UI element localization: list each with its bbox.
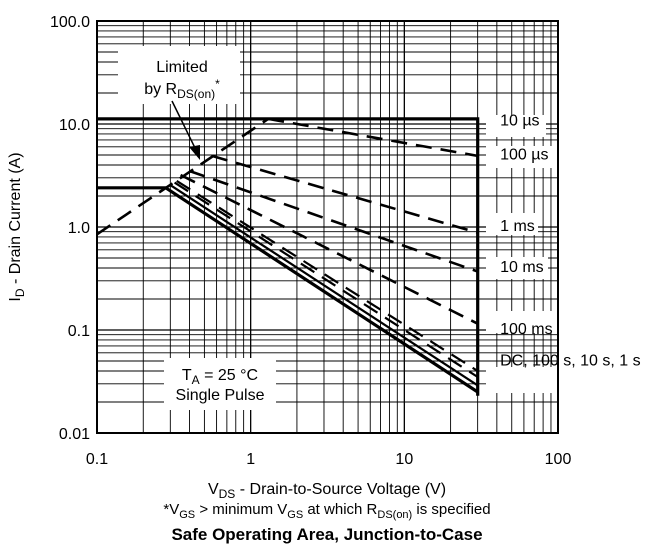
series-label: DC, 100 s, 10 s, 1 s [500, 352, 641, 369]
limited-arrow-shaft [171, 100, 197, 151]
x-tick-label: 100 [545, 451, 572, 468]
y-tick-label: 10.0 [59, 117, 90, 134]
chart-title: Safe Operating Area, Junction-to-Case [171, 525, 482, 544]
series-label: 10 ms [500, 259, 544, 276]
label-bg-100ms [486, 311, 558, 333]
x-axis-title: VDS - Drain-to-Source Voltage (V) [208, 481, 446, 501]
series-label: 100 µs [500, 146, 548, 163]
label-bg-1ms [486, 213, 538, 235]
limited-arrow-head [189, 145, 200, 160]
plot-frame [96, 20, 559, 434]
label-bg-10us [486, 115, 546, 137]
y-axis-title: ID - Drain Current (A) [7, 152, 27, 301]
label-bg-100us [486, 146, 558, 168]
y-tick-label: 0.01 [59, 426, 90, 443]
x-tick-label: 0.1 [86, 451, 108, 468]
series-line-5 [180, 173, 479, 325]
limited-label-line2: by RDS(on)* [144, 77, 220, 101]
limited-label-line1: Limited [156, 59, 208, 76]
single-pulse-label: Single Pulse [176, 387, 265, 404]
series-label: 10 µs [500, 113, 539, 130]
series-labels: 10 µs 100 µs 1 ms 10 ms 100 ms DC, 100 s, 10 … [500, 113, 641, 370]
label-bg-dc [486, 367, 648, 393]
series-line-4 [189, 169, 479, 273]
series-line-7 [174, 181, 479, 378]
ta-label: TA = 25 °C [182, 367, 258, 387]
series-line-2 [267, 117, 478, 158]
tick-labels: 0.1 1 10 100 0.01 0.1 1.0 10.0 100.0 [50, 14, 571, 468]
limited-annotation-bg [118, 46, 240, 104]
x-tick-label: 10 [395, 451, 413, 468]
y-tick-label: 1.0 [68, 220, 90, 237]
y-tick-label: 0.1 [68, 323, 90, 340]
x-tick-label: 1 [246, 451, 255, 468]
y-tick-label: 100.0 [50, 14, 90, 31]
label-backgrounds [118, 46, 648, 410]
series-label: 100 ms [500, 321, 552, 338]
series-line-9 [97, 186, 479, 394]
series-line-6 [176, 179, 479, 372]
ta-annotation-bg [164, 358, 276, 410]
series-group [96, 117, 480, 396]
footnote: *VGS > minimum VGS at which RDS(on) is s… [163, 501, 490, 521]
label-bg-10ms [486, 257, 548, 279]
series-line-3 [211, 154, 479, 234]
series-line-0 [97, 117, 480, 396]
series-line-8 [169, 184, 479, 387]
series-label: 1 ms [500, 218, 535, 235]
